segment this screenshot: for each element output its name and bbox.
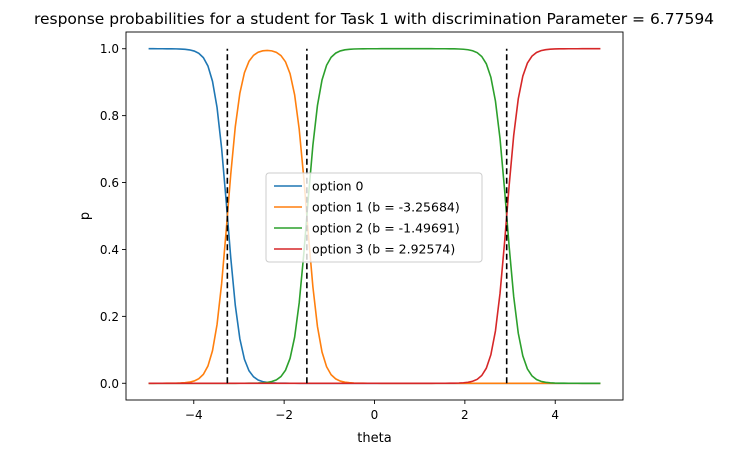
legend-label-option-3: option 3 (b = 2.92574) [312,242,455,257]
y-tick-label: 0.8 [100,109,119,123]
y-tick-label: 0.0 [100,377,119,391]
legend-label-option-2: option 2 (b = -1.49691) [312,221,460,236]
chart-title: response probabilities for a student for… [34,10,714,28]
y-tick-label: 0.6 [100,176,119,190]
legend-label-option-1: option 1 (b = -3.25684) [312,200,460,215]
x-axis-label: theta [357,431,391,446]
x-tick-label: 2 [461,408,469,422]
x-tick-label: 0 [371,408,379,422]
y-axis: 0.0 0.2 0.4 0.6 0.8 1.0 [100,42,126,391]
legend: option 0 option 1 (b = -3.25684) option 2 … [265,172,483,263]
x-tick-label: −4 [185,408,203,422]
x-tick-label: 4 [551,408,559,422]
y-axis-label: p [78,212,93,220]
x-axis: −4 −2 0 2 4 [185,400,559,422]
y-tick-label: 0.4 [100,243,119,257]
plot-area [148,47,601,385]
x-tick-label: −2 [275,408,293,422]
legend-label-option-0: option 0 [312,179,363,194]
y-tick-label: 1.0 [100,42,119,56]
y-tick-label: 0.2 [100,310,119,324]
legend-box [265,172,483,263]
series-line-option-3 [148,47,601,385]
